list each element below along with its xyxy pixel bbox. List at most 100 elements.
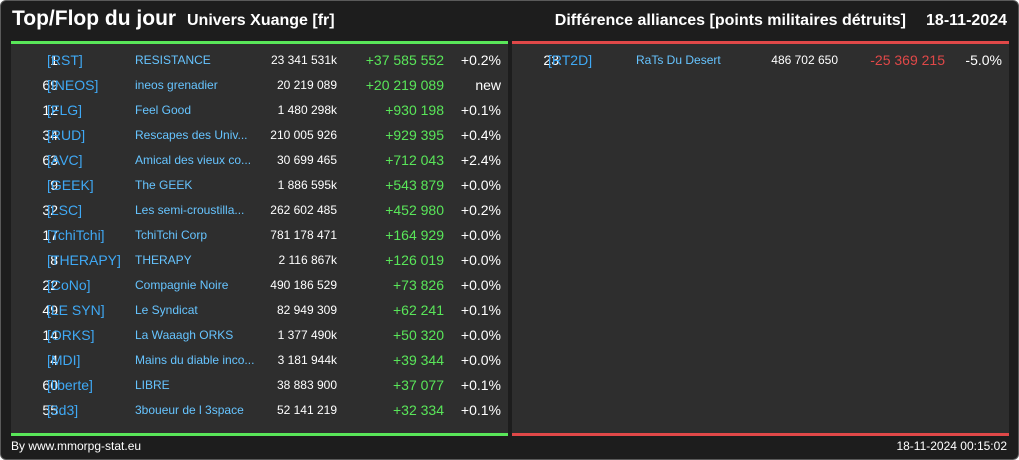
alliance-name-link[interactable]: Amical des vieux co... <box>135 153 252 167</box>
source-link[interactable]: By www.mmorpg-stat.eu <box>11 439 142 453</box>
points-cell: 490 186 529 <box>270 278 337 292</box>
alliance-name-link[interactable]: RESISTANCE <box>135 53 211 67</box>
rank-cell: 1 <box>50 52 58 68</box>
rank-cell: 34 <box>42 127 58 143</box>
table-row: 63 [AVC] Amical des vieux co... 30 699 465 +… <box>11 148 508 173</box>
alliance-name-link[interactable]: Les semi-croustilla... <box>135 203 245 217</box>
diff-cell: +452 980 <box>385 202 444 218</box>
alliance-tag-link[interactable]: [FLG] <box>47 102 83 118</box>
points-cell: 2 116 867k <box>278 253 338 267</box>
alliance-name-link[interactable]: The GEEK <box>135 178 193 192</box>
rank-cell: 63 <box>42 152 58 168</box>
percent-cell: new <box>475 77 501 93</box>
points-cell: 82 949 309 <box>276 303 337 317</box>
diff-cell: +37 077 <box>393 377 444 393</box>
rank-cell: 17 <box>42 227 58 243</box>
alliance-name-link[interactable]: Mains du diable inco... <box>135 353 255 367</box>
diff-cell: +164 929 <box>385 227 444 243</box>
diff-cell: +73 826 <box>393 277 444 293</box>
rank-cell: 55 <box>42 402 58 418</box>
alliance-name-link[interactable]: LIBRE <box>135 378 170 392</box>
points-cell: 52 141 219 <box>276 403 337 417</box>
alliance-tag-link[interactable]: [RUD] <box>47 127 86 143</box>
percent-cell: +0.1% <box>460 102 501 118</box>
alliance-name-link[interactable]: RaTs Du Desert <box>636 53 721 67</box>
alliance-tag-link[interactable]: [MDI] <box>47 352 81 368</box>
table-row: 14 [ORKS] La Waaagh ORKS 1 377 490k +50 320 +… <box>11 323 508 348</box>
table-row: 60 [liberte] LIBRE 38 883 900 +37 077 +0.1% <box>11 373 508 398</box>
table-row: 32 [LSC] Les semi-croustilla... 262 602 485… <box>11 198 508 223</box>
percent-cell: +0.0% <box>460 327 501 343</box>
table-row: 12 [FLG] Feel Good 1 480 298k +930 198 +0.1% <box>11 98 508 123</box>
alliance-name-link[interactable]: Compagnie Noire <box>135 278 229 292</box>
header-date: 18-11-2024 <box>926 12 1007 29</box>
percent-cell: +0.2% <box>460 202 501 218</box>
alliance-tag-link[interactable]: [RST] <box>47 52 83 68</box>
diff-cell: -25 369 215 <box>870 52 945 68</box>
alliance-tag-link[interactable]: [INEOS] <box>47 77 99 93</box>
alliance-tag-link[interactable]: [TchiTchi] <box>47 227 105 243</box>
rank-cell: 23 <box>543 52 559 68</box>
percent-cell: +0.0% <box>460 352 501 368</box>
percent-cell: +0.1% <box>460 402 501 418</box>
diff-cell: +712 043 <box>385 152 444 168</box>
flop-panel: 23 [RT2D] RaTs Du Desert 486 702 650 -25 369… <box>512 41 1009 436</box>
rank-cell: 49 <box>42 302 58 318</box>
percent-cell: +0.1% <box>460 377 501 393</box>
percent-cell: +0.1% <box>460 302 501 318</box>
points-cell: 210 005 926 <box>270 128 337 142</box>
universe-label: Univers Xuange [fr] <box>187 12 335 29</box>
diff-cell: +930 198 <box>385 102 444 118</box>
percent-cell: +0.4% <box>460 127 501 143</box>
alliance-tag-link[interactable]: [THERAPY] <box>47 252 121 268</box>
points-cell: 38 883 900 <box>276 378 337 392</box>
alliance-tag-link[interactable]: [3d3] <box>47 402 79 418</box>
alliance-tag-link[interactable]: [liberte] <box>47 377 93 393</box>
diff-cell: +62 241 <box>393 302 444 318</box>
points-cell: 262 602 485 <box>270 203 337 217</box>
points-cell: 781 178 471 <box>270 228 337 242</box>
table-row: 23 [RT2D] RaTs Du Desert 486 702 650 -25 369… <box>512 48 1009 73</box>
alliance-name-link[interactable]: ineos grenadier <box>135 78 218 92</box>
rank-cell: 12 <box>42 102 58 118</box>
alliance-name-link[interactable]: THERAPY <box>135 253 192 267</box>
rank-cell: 69 <box>42 77 58 93</box>
diff-cell: +39 344 <box>393 352 444 368</box>
page-title: Top/Flop du jour <box>12 7 177 30</box>
diff-cell: +929 395 <box>385 127 444 143</box>
table-row: 17 [TchiTchi] TchiTchi Corp 781 178 471 +164… <box>11 223 508 248</box>
alliance-tag-link[interactable]: [CoNo] <box>47 277 91 293</box>
diff-cell: +20 219 089 <box>365 77 444 93</box>
alliance-tag-link[interactable]: [ORKS] <box>47 327 95 343</box>
rank-cell: 22 <box>42 277 58 293</box>
alliance-name-link[interactable]: Feel Good <box>135 103 192 117</box>
alliance-name-link[interactable]: La Waaagh ORKS <box>135 328 234 342</box>
points-cell: 20 219 089 <box>276 78 337 92</box>
alliance-tag-link[interactable]: [AVC] <box>47 152 83 168</box>
points-cell: 3 181 944k <box>277 353 337 367</box>
diff-cell: +37 585 552 <box>365 52 444 68</box>
alliance-name-link[interactable]: 3boueur de l 3space <box>135 403 244 417</box>
percent-cell: +0.0% <box>460 227 501 243</box>
points-cell: 30 699 465 <box>276 153 337 167</box>
points-cell: 23 341 531k <box>270 53 337 67</box>
table-row: 69 [INEOS] ineos grenadier 20 219 089 +20 21… <box>11 73 508 98</box>
alliance-name-link[interactable]: Rescapes des Univ... <box>135 128 248 142</box>
table-row: 34 [RUD] Rescapes des Univ... 210 005 926 +9… <box>11 123 508 148</box>
points-cell: 486 702 650 <box>771 53 838 67</box>
footer-timestamp: 18-11-2024 00:15:02 <box>896 439 1007 453</box>
table-row: 22 [CoNo] Compagnie Noire 490 186 529 +73 82… <box>11 273 508 298</box>
table-row: 49 [LE SYN] Le Syndicat 82 949 309 +62 241 +0… <box>11 298 508 323</box>
alliance-name-link[interactable]: TchiTchi Corp <box>135 228 208 242</box>
points-cell: 1 886 595k <box>277 178 337 192</box>
percent-cell: +2.4% <box>460 152 501 168</box>
alliance-tag-link[interactable]: [RT2D] <box>548 52 593 68</box>
alliance-tag-link[interactable]: [GEEK] <box>47 177 94 193</box>
percent-cell: +0.0% <box>460 252 501 268</box>
diff-cell: +543 879 <box>385 177 444 193</box>
alliance-tag-link[interactable]: [LSC] <box>47 202 83 218</box>
table-row: 9 [GEEK] The GEEK 1 886 595k +543 879 +0.0% <box>11 173 508 198</box>
rank-cell: 8 <box>50 252 58 268</box>
alliance-name-link[interactable]: Le Syndicat <box>135 303 198 317</box>
alliance-tag-link[interactable]: [LE SYN] <box>47 302 105 318</box>
